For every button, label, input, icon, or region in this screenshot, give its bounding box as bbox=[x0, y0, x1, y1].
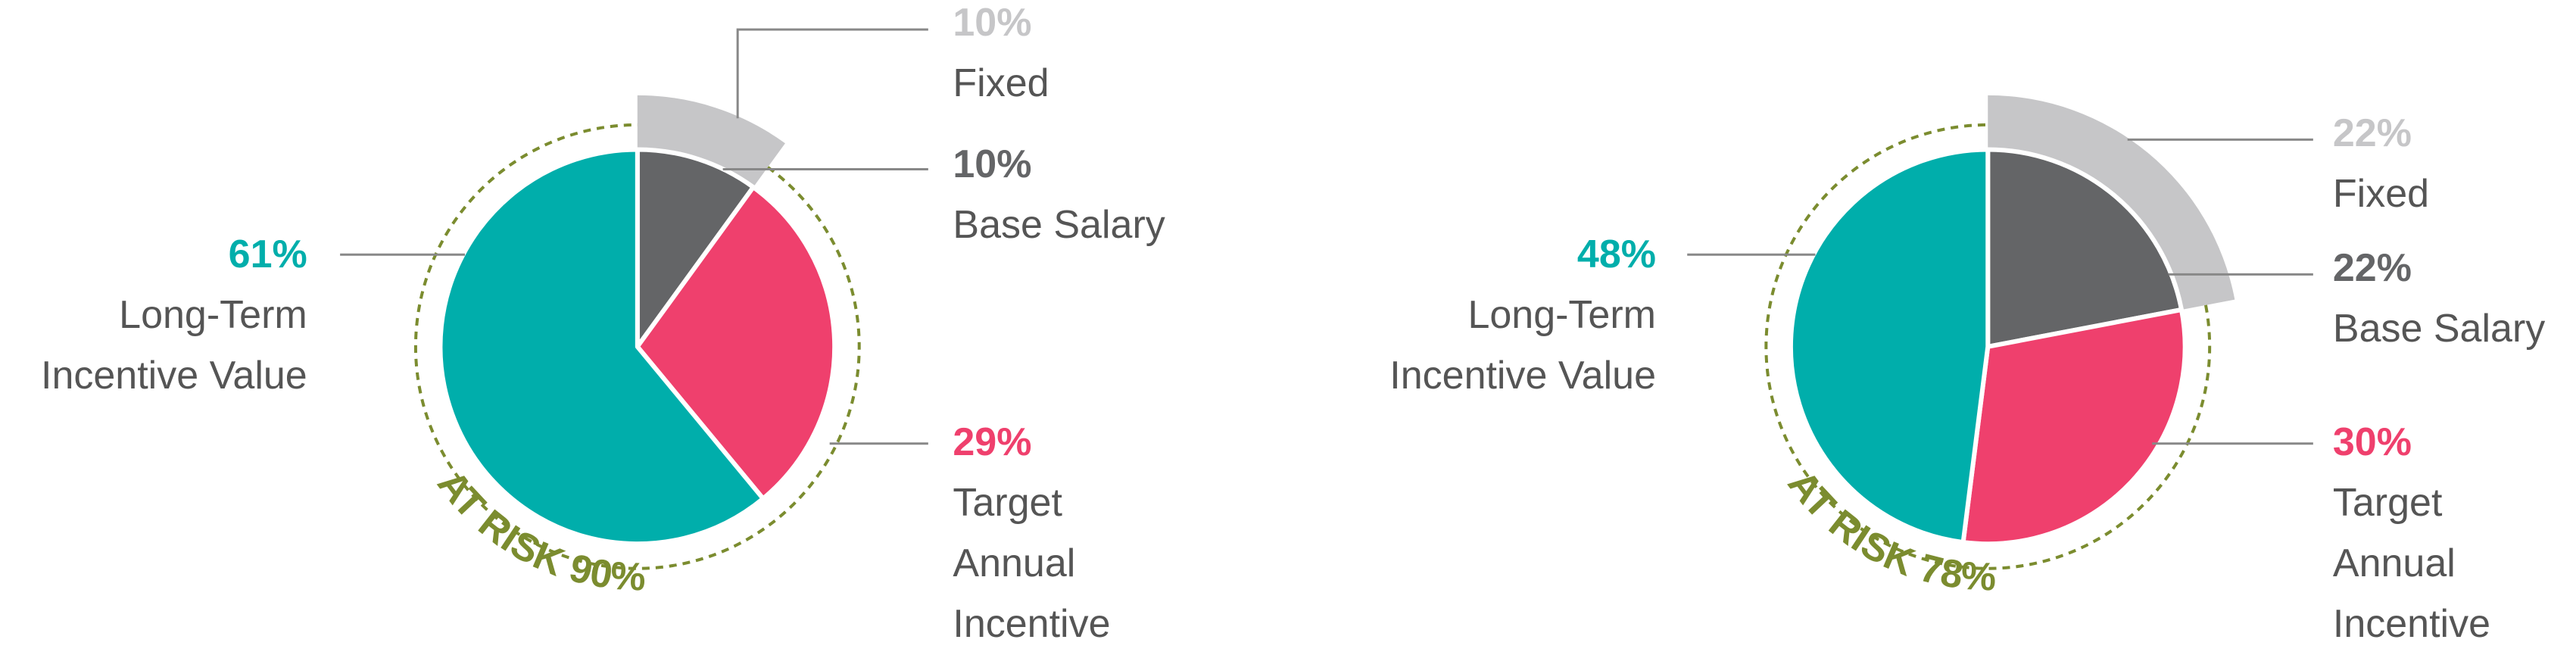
value-label: 10% bbox=[953, 1, 1032, 45]
slice-label: 30% Target Annual Incentive bbox=[2333, 412, 2560, 652]
slice-label: 61% Long-Term Incentive Value bbox=[0, 224, 307, 406]
slice-label: 10% Base Salary bbox=[953, 134, 1255, 255]
pie-slice bbox=[1788, 147, 1991, 545]
category-label: Target Annual Incentive bbox=[2332, 480, 2491, 646]
value-label: 22% bbox=[2332, 245, 2412, 290]
slice-label: 22% Base Salary bbox=[2333, 238, 2576, 359]
value-label: 22% bbox=[2332, 111, 2412, 155]
pie-slice bbox=[438, 147, 766, 547]
value-label: 29% bbox=[953, 420, 1032, 464]
value-label: 10% bbox=[953, 142, 1032, 186]
pie-slice bbox=[635, 185, 837, 501]
slice-label: 29% Target Annual Incentive bbox=[953, 412, 1180, 652]
category-label: Long-Term Incentive Value bbox=[41, 293, 307, 398]
pie-slice bbox=[1985, 147, 2185, 349]
slice-label: 22% Fixed bbox=[2333, 103, 2576, 224]
category-label: Long-Term Incentive Value bbox=[1389, 293, 1656, 398]
slice-label: 48% Long-Term Incentive Value bbox=[1323, 224, 1656, 406]
fixed-ring bbox=[637, 95, 785, 188]
value-label: 61% bbox=[228, 232, 307, 277]
category-label: Base Salary bbox=[2332, 306, 2546, 351]
pie-slice bbox=[635, 147, 756, 349]
leader-line bbox=[736, 28, 928, 119]
category-label: Fixed bbox=[2332, 171, 2430, 216]
pie-slice bbox=[1960, 307, 2188, 547]
slice-label: 10% Fixed bbox=[953, 0, 1255, 114]
category-label: Fixed bbox=[953, 61, 1049, 106]
value-label: 48% bbox=[1576, 232, 1656, 277]
category-label: Target Annual Incentive bbox=[953, 480, 1111, 646]
at-risk-arc bbox=[414, 123, 861, 570]
fixed-ring bbox=[1988, 95, 2235, 310]
value-label: 30% bbox=[2332, 420, 2412, 464]
category-label: Base Salary bbox=[953, 202, 1165, 247]
